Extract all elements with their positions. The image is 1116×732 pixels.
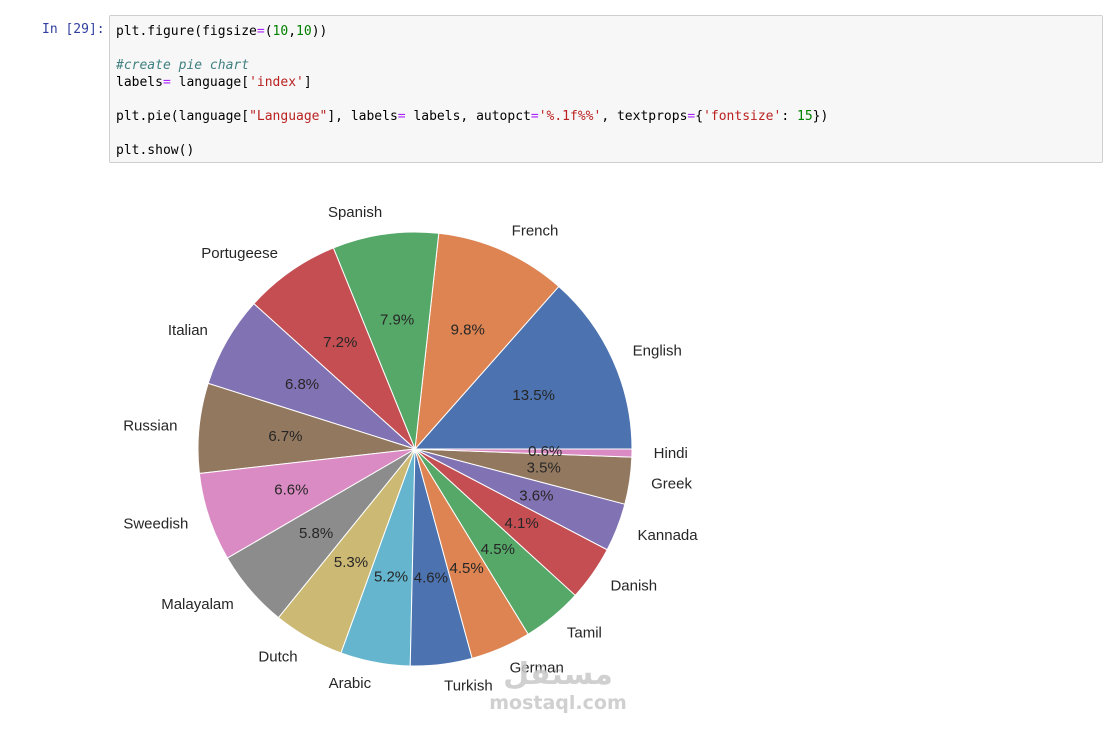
code-token: = xyxy=(256,24,265,39)
category-label: Sweedish xyxy=(123,516,188,533)
code-token: language[ xyxy=(170,75,250,90)
category-label: Malayalam xyxy=(161,596,234,613)
pie-slice-hindi xyxy=(414,448,633,458)
pct-label: 4.5% xyxy=(481,541,515,558)
category-label: Hindi xyxy=(654,445,688,462)
code-token: { xyxy=(695,109,704,124)
code-token: 'index' xyxy=(249,75,304,90)
pct-label: 9.8% xyxy=(451,321,485,338)
category-label: Portugeese xyxy=(201,245,278,262)
watermark-arabic: مستقل xyxy=(503,657,613,692)
code-token: , textprops xyxy=(601,109,688,124)
code-token: }) xyxy=(812,109,829,124)
pct-label: 6.7% xyxy=(268,428,302,445)
cell-prompt: In [29]: xyxy=(42,22,105,37)
pie-slice-english xyxy=(413,285,633,450)
category-label: Dutch xyxy=(258,648,297,665)
category-label: Danish xyxy=(610,578,657,595)
category-label: Greek xyxy=(651,476,692,493)
cell-output: 13.5% 9.8% 7.9% 7.2% 6.8% 6.7% 6.6% 5.8% 5.3% 5.2… xyxy=(0,170,1116,732)
code-token: 10 xyxy=(272,24,289,39)
pct-label: 7.9% xyxy=(380,312,414,329)
pie-slices xyxy=(197,231,633,667)
code-token: = xyxy=(687,109,696,124)
code-line: plt.pie(language["Language"], labels= la… xyxy=(116,108,828,125)
code-token: #create pie chart xyxy=(116,58,250,73)
code-token: labels, autopct xyxy=(405,109,531,124)
code-token: ( xyxy=(264,24,273,39)
pct-label: 4.6% xyxy=(414,570,448,587)
category-label: Russian xyxy=(123,417,177,434)
pct-label: 0.6% xyxy=(528,443,562,460)
category-label: Kannada xyxy=(638,527,699,544)
category-label: Arabic xyxy=(329,675,372,692)
watermark-latin: mostaql.com xyxy=(489,692,627,714)
pct-label: 5.3% xyxy=(334,554,368,571)
code-token: = xyxy=(530,109,539,124)
code-token: plt.figure(figsize xyxy=(116,24,257,39)
code-token: plt.pie(language[ xyxy=(116,109,250,124)
code-editor[interactable]: plt.figure(figsize=(10,10)) #create pie c… xyxy=(109,15,1103,163)
code-line: plt.figure(figsize=(10,10)) xyxy=(116,23,327,40)
pct-label: 13.5% xyxy=(512,387,555,404)
category-label: French xyxy=(512,222,559,239)
category-label: Tamil xyxy=(567,625,602,642)
category-labels: English French Spanish Portugeese Italian Rus… xyxy=(123,204,698,694)
category-label: German xyxy=(510,660,564,677)
code-line: #create pie chart xyxy=(116,57,249,74)
pct-label: 4.1% xyxy=(505,515,539,532)
code-token: )) xyxy=(311,24,328,39)
category-label: Spanish xyxy=(328,204,382,221)
pct-label: 3.6% xyxy=(519,488,553,505)
pie-chart: 13.5% 9.8% 7.9% 7.2% 6.8% 6.7% 6.6% 5.8%5.3% 5.2… xyxy=(123,204,698,694)
category-label: English xyxy=(633,342,682,359)
code-token: = xyxy=(162,75,171,90)
code-token: ], labels xyxy=(327,109,398,124)
pct-label: 6.8% xyxy=(285,376,319,393)
code-token: "Language" xyxy=(249,109,328,124)
code-token: : xyxy=(781,109,797,124)
code-token: 15 xyxy=(797,109,813,124)
pct-label: 4.5% xyxy=(450,560,484,577)
pct-label: 5.8% xyxy=(299,525,333,542)
code-token: ] xyxy=(303,75,312,90)
pct-labels: 13.5% 9.8% 7.9% 7.2% 6.8% 6.7% 6.6% 5.8%5.3% 5.2… xyxy=(268,312,562,587)
category-label: Italian xyxy=(168,322,208,339)
category-label: Turkish xyxy=(444,677,493,694)
pct-label: 7.2% xyxy=(323,334,357,351)
code-token: 10 xyxy=(296,24,312,39)
code-line: labels= language['index'] xyxy=(116,74,312,91)
code-token: = xyxy=(397,109,406,124)
pct-label: 3.5% xyxy=(527,460,561,477)
code-line: plt.show() xyxy=(116,142,194,159)
code-token: plt.show() xyxy=(116,143,195,158)
pct-label: 6.6% xyxy=(274,481,308,498)
pie-slice-spanish xyxy=(332,231,440,450)
pie-slice-french xyxy=(414,232,560,451)
code-token: 'fontsize' xyxy=(703,109,782,124)
code-token: labels xyxy=(116,75,163,90)
watermark-logo: مستقل mostaql.com xyxy=(488,657,628,715)
code-token: '%.1f%%' xyxy=(538,109,602,124)
pct-label: 5.2% xyxy=(374,568,408,585)
code-token: , xyxy=(288,24,297,39)
